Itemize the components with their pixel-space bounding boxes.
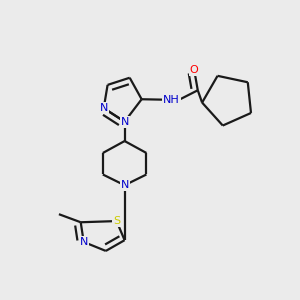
Text: N: N [100, 103, 108, 113]
Text: N: N [120, 117, 129, 127]
Text: N: N [80, 237, 88, 247]
Text: N: N [120, 180, 129, 190]
Text: S: S [113, 216, 120, 226]
Text: NH: NH [163, 95, 180, 105]
Text: O: O [190, 65, 199, 75]
